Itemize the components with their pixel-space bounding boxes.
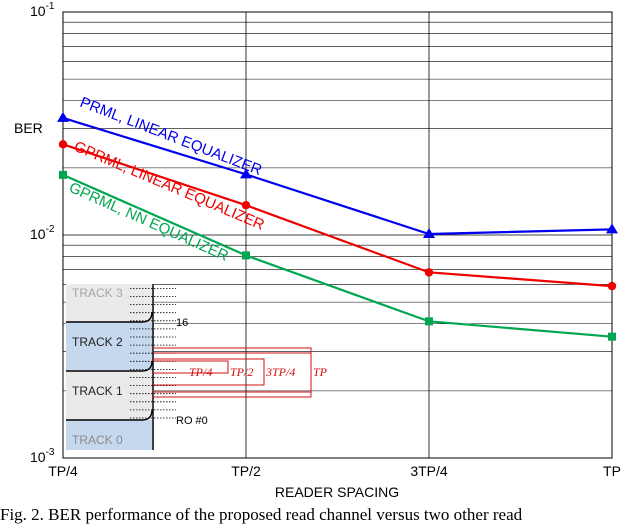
bracket-tp4 <box>153 360 229 374</box>
track-diagram-inset: TRACK 3 TRACK 2 TRACK 1 TRACK 0 16 RO #0… <box>66 284 328 450</box>
track-2-label: TRACK 2 <box>72 335 123 349</box>
data-point-square <box>425 317 433 326</box>
track-1-label: TRACK 1 <box>72 384 123 398</box>
data-point-triangle <box>606 223 618 234</box>
data-point-square <box>59 170 67 179</box>
data-point-triangle <box>57 111 69 122</box>
track-3-band <box>66 284 154 322</box>
spacing-label-tp: TP <box>313 365 328 379</box>
x-tick-label: TP/4 <box>48 463 78 479</box>
data-point-square <box>608 332 616 341</box>
data-point-circle <box>424 268 434 277</box>
ber-chart: BER READER SPACING 10-1 10-2 10-3 TP/4 TP/2… <box>14 1 621 500</box>
track-3-label: TRACK 3 <box>72 286 123 300</box>
bracket-tp <box>153 347 312 398</box>
y-axis-label: BER <box>14 120 43 136</box>
grid-lines <box>63 12 612 458</box>
y-tick-label: 10-3 <box>30 447 55 465</box>
series-line-0 <box>62 116 613 236</box>
readout-label-16: 16 <box>176 317 188 329</box>
x-tick-label: 3TP/4 <box>410 463 448 479</box>
series-line-2 <box>62 173 613 338</box>
figure-caption: Fig. 2. BER performance of the proposed … <box>0 505 523 524</box>
x-tick-label: TP <box>603 463 621 479</box>
series-group <box>57 111 618 341</box>
track-0-label: TRACK 0 <box>72 433 123 447</box>
track-boundary-3-2 <box>66 311 153 323</box>
plot-frame <box>62 11 613 459</box>
track-1-band <box>66 370 154 420</box>
y-tick-label: 10-2 <box>30 224 55 242</box>
x-axis-label: READER SPACING <box>275 484 399 500</box>
data-point-circle <box>241 201 251 210</box>
plot-border <box>62 11 613 459</box>
x-tick-label: TP/2 <box>231 463 261 479</box>
data-point-circle <box>58 140 68 149</box>
spacing-label-3tp4: 3TP/4 <box>265 365 295 379</box>
readout-label-ro0: RO #0 <box>176 415 208 427</box>
spacing-label-tp4: TP/4 <box>189 365 212 379</box>
track-0-band <box>66 420 154 450</box>
data-point-triangle <box>423 228 435 239</box>
data-point-triangle <box>240 168 252 179</box>
series-line-1 <box>62 143 613 288</box>
data-point-circle <box>607 281 617 291</box>
y-tick-label: 10-1 <box>30 1 55 19</box>
x-tick-labels: TP/4 TP/2 3TP/4 TP <box>48 463 621 479</box>
data-point-square <box>242 251 250 260</box>
spacing-label-tp2: TP/2 <box>230 365 253 379</box>
track-2-band <box>66 322 154 370</box>
y-tick-labels: 10-1 10-2 10-3 <box>30 1 55 465</box>
bracket-tp2 <box>153 358 265 386</box>
